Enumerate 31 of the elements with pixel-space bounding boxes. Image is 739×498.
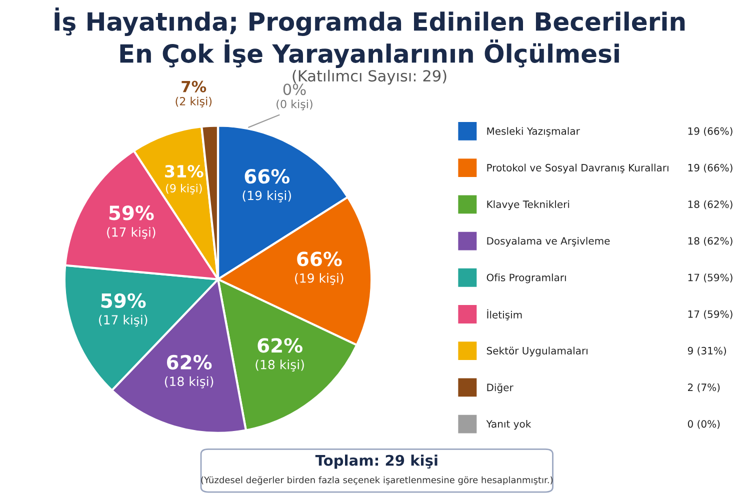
legend-label: Diğer [487, 383, 514, 394]
chart-subtitle: (Katılımcı Sayısı: 29) [292, 70, 446, 85]
text: 19 (66%) [688, 164, 732, 173]
data-label: 31% (9 kişi) [165, 164, 204, 194]
data-label: 62% (18 kişi) [256, 338, 304, 372]
legend-label: İletişim [487, 309, 522, 320]
text: 0% (0 kişi) [276, 84, 312, 110]
legend-label: Mesleki Yazışmalar [487, 127, 580, 137]
text: 19 (66%) [688, 127, 732, 136]
data-label: 66% (19 kişi) [295, 252, 344, 286]
text: 9 (31%) [688, 346, 726, 356]
text: 17 (59%) [688, 310, 732, 320]
chart-title: İş Hayatında; Programda Edinilen Becerilerin En Çok İşe Yarayanlarının Ölçülmesi [54, 7, 685, 68]
legend-label: Protokol ve Sosyal Davranış Kuralları [487, 164, 668, 174]
data-label: 59% (17 kişi) [107, 206, 156, 239]
data-label: 7% (2 kişi) [176, 80, 212, 108]
legend-label: Yanıt yok [486, 420, 532, 430]
text: 0 (0%) [688, 420, 720, 429]
text: (Yüzdesel değerler birden fazla seçenek işaretlenmesine göre hesaplanmıştır.) [201, 476, 553, 486]
text: 2 (7%) [688, 383, 720, 392]
data-label: 62% (18 kişi) [164, 354, 214, 388]
text: 18 (62%) [688, 200, 732, 210]
text: Toplam: 29 kişi [315, 454, 438, 469]
data-label: 66% (19 kişi) [242, 168, 291, 202]
text: 18 (62%) [688, 236, 732, 246]
legend-label: Dosyalama ve Arşivleme [487, 236, 610, 247]
legend-label: Ofis Programları [486, 274, 566, 284]
legend-label: Sektör Uygulamaları [486, 346, 588, 356]
legend-label: Klavye Teknikleri [487, 200, 570, 210]
text: 17 (59%) [688, 274, 732, 282]
data-label: 59% (17 kişi) [99, 293, 148, 327]
